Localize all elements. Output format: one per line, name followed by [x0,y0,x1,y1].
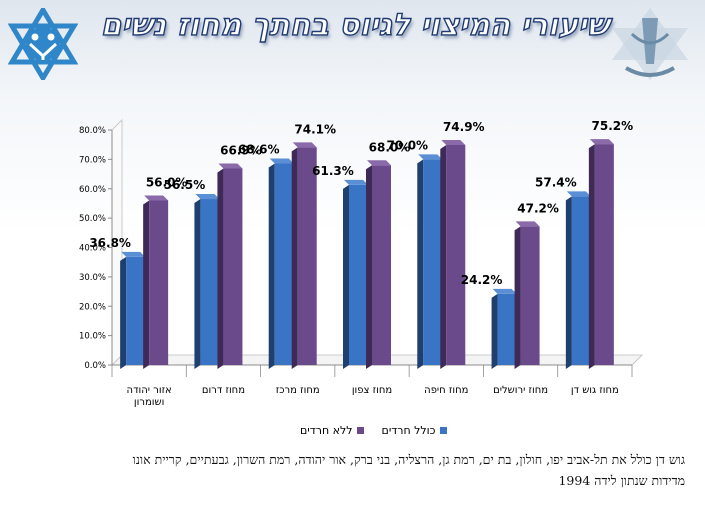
bar-top-1 [418,154,443,160]
data-label-series1: 24.2% [461,273,503,287]
category-label: ושומרון [134,397,164,408]
data-label-series2: 68.0% [369,140,411,154]
bar-series1 [497,293,517,365]
bar-side-2 [143,200,150,369]
bar-series1 [274,163,294,365]
bar-side-2 [588,144,595,369]
legend-swatch-series1 [439,427,447,434]
legend-label-series2: ללא חרדים [300,424,353,437]
bar-top-2 [144,195,169,201]
bar-series2 [520,226,540,365]
bar-side-1 [120,256,127,369]
star-of-david-logo [8,8,78,80]
data-label-series2: 74.1% [294,122,336,136]
category-label: מחוז מרכז [276,385,320,396]
legend-item-series1: כולל חרדים [382,424,447,437]
data-label-series2: 74.9% [443,120,485,134]
bar-side-1 [343,184,349,369]
bar-series2 [446,144,466,365]
bar-side-1 [491,293,498,369]
bar-top-1 [121,251,146,257]
y-tick-label: 50.0% [79,214,106,224]
bar-side-2 [217,168,224,369]
category-label: מחוז דרום [202,385,245,396]
category-label: מחוז חיפה [424,385,468,396]
bar-series1 [349,184,368,365]
bar-top-1 [566,191,591,197]
footnote-cohort: מדידות שנתון לידה 1994 [558,473,685,488]
bar-series1 [423,159,443,365]
data-label-series1: 68.6% [238,142,280,156]
page-title: שיעורי המיצוי לגיוס בחתך מחוז נשים [100,7,610,43]
bar-series1 [200,199,220,365]
bar-top-2 [441,139,466,145]
legend-label-series1: כולל חרדים [381,424,436,437]
bar-side-1 [194,199,201,369]
bar-top-2 [515,221,540,227]
chart-legend: כולל חרדים ללא חרדים [300,424,447,437]
y-tick-label: 60.0% [79,185,106,195]
category-label: אזור יהודה [127,385,172,396]
bar-top-1 [492,288,517,294]
legend-swatch-series2 [356,427,364,434]
category-label: מחוז ירושלים [493,385,548,396]
bar-top-2 [367,160,391,166]
bar-series2 [297,147,317,365]
y-tick-label: 40.0% [79,244,106,254]
y-tick-label: 30.0% [79,273,106,283]
bar-top-1 [344,179,368,185]
bar-series2 [223,168,243,365]
bar-side-1 [268,163,275,369]
bar-side-2 [440,144,447,369]
bar-top-1 [195,194,220,200]
y-tick-label: 0.0% [84,361,106,371]
bar-side-2 [291,147,298,369]
data-label-series2: 66.9% [220,143,262,157]
bar-series1 [126,256,146,365]
data-label-series2: 75.2% [592,119,634,133]
data-label-series2: 56.0% [146,176,188,190]
bar-top-2 [292,142,317,148]
footnote-regions: גוש דן כולל את תל-אביב יפו, חולון, בת ים… [132,452,685,467]
y-tick-label: 10.0% [79,332,106,342]
category-label: מחוז צפון [352,385,392,396]
bar-side-2 [366,165,372,369]
y-tick-label: 20.0% [79,302,106,312]
bar-top-2 [589,139,614,145]
data-label-series1: 36.8% [89,236,131,250]
bar-side-1 [565,196,572,369]
data-label-series2: 47.2% [517,201,559,215]
bar-series2 [372,165,391,365]
bar-series2 [594,144,614,365]
y-tick-label: 70.0% [79,155,106,165]
bar-top-2 [218,163,243,169]
data-label-series1: 70.0% [386,138,428,152]
data-label-series1: 57.4% [535,175,577,189]
bar-side-1 [417,159,424,369]
y-tick-label: 80.0% [79,126,106,136]
bar-series1 [571,196,591,365]
idf-emblem-logo [612,8,688,80]
data-label-series1: 56.5% [164,178,206,192]
legend-item-series2: ללא חרדים [300,424,364,437]
bar-side-2 [514,226,521,369]
category-label: מחוז גוש דן [571,385,619,396]
data-label-series1: 61.3% [312,164,354,178]
bar-series2 [149,200,169,365]
bar-top-1 [269,158,294,164]
